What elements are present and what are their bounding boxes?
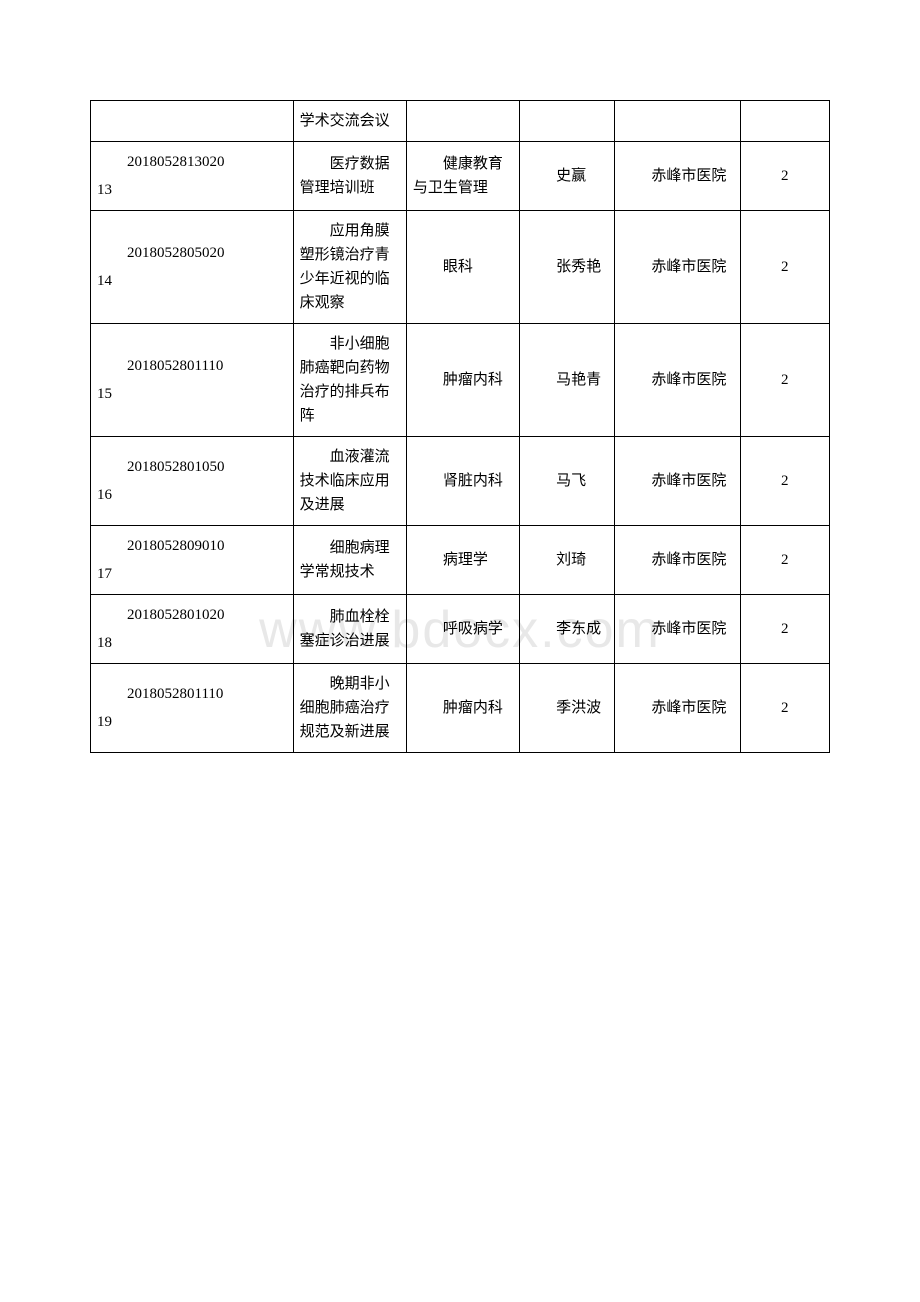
cell-title: 医疗数据管理培训班: [293, 142, 406, 211]
cell-person: 季洪波: [520, 664, 615, 753]
cell-hospital: 赤峰市医院: [615, 664, 740, 753]
cell-hospital: [615, 101, 740, 142]
cell-department: 肿瘤内科: [406, 324, 519, 437]
project-id: 2018052813020: [97, 154, 225, 170]
cell-department: 健康教育与卫生管理: [406, 142, 519, 211]
table-row: 2018052801020 18 肺血栓栓塞症诊治进展 呼吸病学 李东成 赤峰市医…: [91, 595, 830, 664]
cell-number: 2: [740, 526, 829, 595]
cell-id: 2018052809010 17: [91, 526, 294, 595]
cell-number: 2: [740, 211, 829, 324]
data-table: 学术交流会议 2018052813020 13 医疗数据管理培训班 健康教育与卫生…: [90, 100, 830, 753]
cell-id: 2018052801110 15: [91, 324, 294, 437]
cell-id: 2018052801110 19: [91, 664, 294, 753]
cell-number: 2: [740, 142, 829, 211]
row-number: 18: [97, 631, 287, 655]
cell-title: 晚期非小细胞肺癌治疗规范及新进展: [293, 664, 406, 753]
table-row: 2018052801110 19 晚期非小细胞肺癌治疗规范及新进展 肿瘤内科 季洪…: [91, 664, 830, 753]
row-number: 16: [97, 483, 287, 507]
row-number: 13: [97, 178, 287, 202]
row-number: 19: [97, 710, 287, 734]
cell-hospital: 赤峰市医院: [615, 437, 740, 526]
project-id: 2018052809010: [97, 538, 225, 554]
cell-department: 肾脏内科: [406, 437, 519, 526]
table-row: 学术交流会议: [91, 101, 830, 142]
cell-hospital: 赤峰市医院: [615, 526, 740, 595]
cell-person: 史赢: [520, 142, 615, 211]
cell-number: [740, 101, 829, 142]
cell-person: [520, 101, 615, 142]
table-row: 2018052813020 13 医疗数据管理培训班 健康教育与卫生管理 史赢 赤…: [91, 142, 830, 211]
cell-number: 2: [740, 437, 829, 526]
cell-department: 病理学: [406, 526, 519, 595]
cell-hospital: 赤峰市医院: [615, 595, 740, 664]
table-row: 2018052801050 16 血液灌流技术临床应用及进展 肾脏内科 马飞 赤峰…: [91, 437, 830, 526]
cell-hospital: 赤峰市医院: [615, 142, 740, 211]
project-id: 2018052801110: [97, 358, 223, 374]
cell-hospital: 赤峰市医院: [615, 324, 740, 437]
table-row: 2018052809010 17 细胞病理学常规技术 病理学 刘琦 赤峰市医院2: [91, 526, 830, 595]
cell-id: 2018052801020 18: [91, 595, 294, 664]
cell-department: 肿瘤内科: [406, 664, 519, 753]
project-id: 2018052801050: [97, 459, 225, 475]
project-id: 2018052801020: [97, 607, 225, 623]
cell-id: 2018052805020 14: [91, 211, 294, 324]
cell-person: 张秀艳: [520, 211, 615, 324]
cell-department: [406, 101, 519, 142]
cell-id: [91, 101, 294, 142]
table-row: 2018052801110 15 非小细胞肺癌靶向药物治疗的排兵布阵 肿瘤内科 马…: [91, 324, 830, 437]
cell-person: 马艳青: [520, 324, 615, 437]
cell-number: 2: [740, 595, 829, 664]
cell-title: 血液灌流技术临床应用及进展: [293, 437, 406, 526]
cell-person: 李东成: [520, 595, 615, 664]
cell-title: 学术交流会议: [293, 101, 406, 142]
project-id: 2018052805020: [97, 245, 225, 261]
cell-title: 非小细胞肺癌靶向药物治疗的排兵布阵: [293, 324, 406, 437]
row-number: 15: [97, 382, 287, 406]
table-row: 2018052805020 14 应用角膜塑形镜治疗青少年近视的临床观察 眼科 张…: [91, 211, 830, 324]
cell-department: 呼吸病学: [406, 595, 519, 664]
cell-hospital: 赤峰市医院: [615, 211, 740, 324]
cell-title: 应用角膜塑形镜治疗青少年近视的临床观察: [293, 211, 406, 324]
cell-person: 马飞: [520, 437, 615, 526]
row-number: 17: [97, 562, 287, 586]
cell-number: 2: [740, 664, 829, 753]
cell-department: 眼科: [406, 211, 519, 324]
cell-person: 刘琦: [520, 526, 615, 595]
project-id: 2018052801110: [97, 686, 223, 702]
cell-number: 2: [740, 324, 829, 437]
row-number: 14: [97, 269, 287, 293]
cell-id: 2018052813020 13: [91, 142, 294, 211]
cell-title: 细胞病理学常规技术: [293, 526, 406, 595]
cell-title: 肺血栓栓塞症诊治进展: [293, 595, 406, 664]
cell-id: 2018052801050 16: [91, 437, 294, 526]
